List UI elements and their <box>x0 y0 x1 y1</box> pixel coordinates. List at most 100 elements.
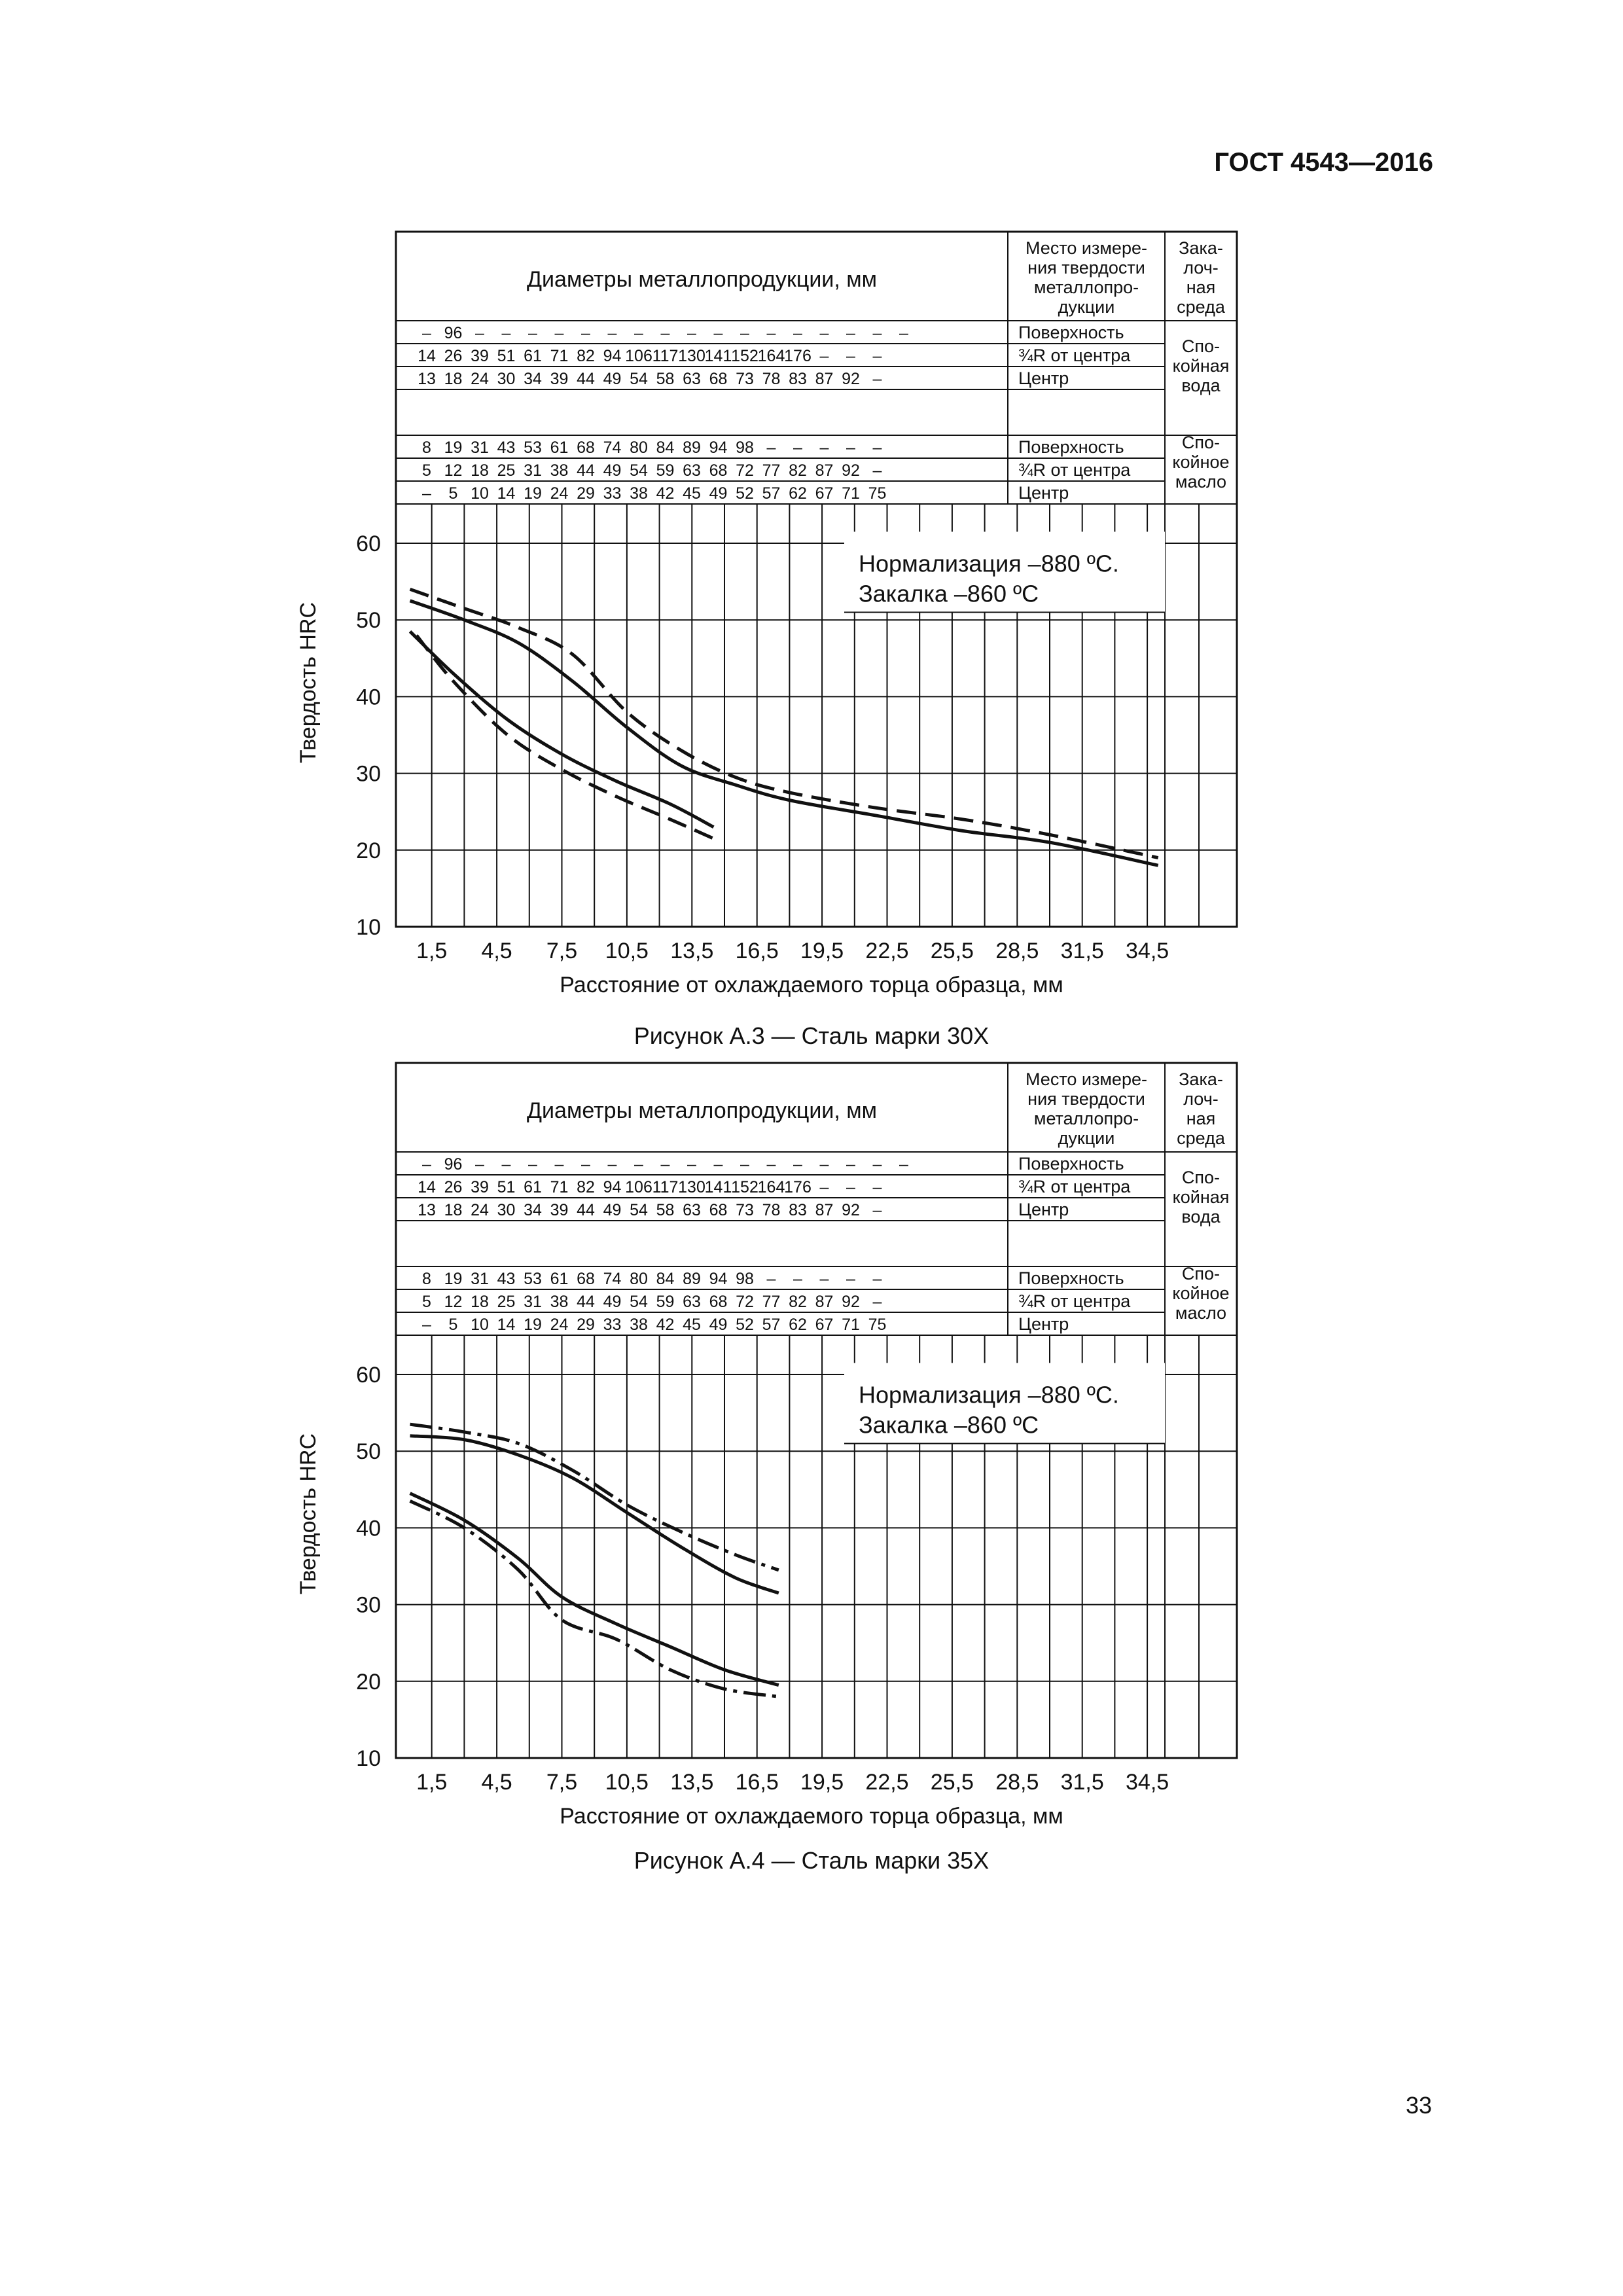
x-tick-label: 31,5 <box>1061 1770 1104 1795</box>
document-code: ГОСТ 4543—2016 <box>1214 148 1433 177</box>
diameter-value: 38 <box>630 484 648 503</box>
figure-a4: Диаметры металлопродукции, мм Место измер… <box>296 1062 1238 1829</box>
diameter-value: 39 <box>471 1178 489 1196</box>
medium-label: Спо- <box>1182 1264 1220 1283</box>
medium-header: Зака- <box>1179 1069 1223 1089</box>
diameter-value: 52 <box>736 1316 754 1334</box>
diameter-value: 31 <box>471 1270 489 1288</box>
diameter-value: 61 <box>524 347 542 365</box>
diameter-value: 63 <box>683 370 701 388</box>
hardness-curve-3 <box>408 630 715 829</box>
diameter-value: 78 <box>762 1201 781 1219</box>
y-axis-label: Твердость HRC <box>296 1433 321 1594</box>
diameter-value: 24 <box>550 484 569 503</box>
diameter-value: – <box>555 324 564 342</box>
diameter-value: 18 <box>471 1293 489 1311</box>
medium-header: лоч- <box>1183 1089 1219 1109</box>
diameter-value: 18 <box>444 370 463 388</box>
diameter-value: – <box>740 1155 749 1174</box>
diameter-value: 89 <box>683 439 701 457</box>
diameter-value: 74 <box>603 439 622 457</box>
diameter-value: 43 <box>497 1270 516 1288</box>
x-tick-label: 4,5 <box>481 939 512 963</box>
diameter-value: 14 <box>497 1316 516 1334</box>
diameter-value: – <box>661 1155 670 1174</box>
x-tick-label: 1,5 <box>416 939 447 963</box>
diameter-value: 8 <box>422 1270 431 1288</box>
medium-header: ная <box>1186 1109 1216 1128</box>
y-tick-label: 20 <box>356 1670 381 1695</box>
diameter-value: 42 <box>656 484 675 503</box>
location-label: Поверхность <box>1018 323 1124 342</box>
diameter-value: 71 <box>550 347 569 365</box>
diameter-value: – <box>581 1155 590 1174</box>
diameter-value: – <box>767 1270 776 1288</box>
diameter-value: – <box>873 370 882 388</box>
diameter-value: 43 <box>497 439 516 457</box>
medium-label: вода <box>1181 1207 1221 1227</box>
x-tick-label: 4,5 <box>481 1770 512 1795</box>
diameter-value: 141 <box>705 347 732 365</box>
diameter-value: 152 <box>731 1178 758 1196</box>
diameter-value: – <box>767 1155 776 1174</box>
diameter-value: 92 <box>842 370 860 388</box>
diameter-value: 68 <box>577 439 595 457</box>
diameter-value: 53 <box>524 1270 542 1288</box>
figure-a4-caption: Рисунок А.4 — Сталь марки 35Х <box>633 1847 990 1874</box>
diameter-value: 63 <box>683 1293 701 1311</box>
x-tick-label: 10,5 <box>605 939 649 963</box>
figure-a3: Диаметры металлопродукции, мм Место измер… <box>296 230 1238 997</box>
medium-label: Спо- <box>1182 1168 1220 1187</box>
x-tick-label: 31,5 <box>1061 939 1104 963</box>
diameter-value: 53 <box>524 439 542 457</box>
medium-label: койная <box>1173 1187 1230 1207</box>
diameter-value: 25 <box>497 461 516 480</box>
diameter-value: – <box>846 347 855 365</box>
diameter-value: 19 <box>444 439 463 457</box>
x-tick-label: 28,5 <box>995 1770 1039 1795</box>
diameter-value: 82 <box>577 347 595 365</box>
diameter-value: 92 <box>842 1293 860 1311</box>
diameter-value: 52 <box>736 484 754 503</box>
x-tick-label: 7,5 <box>546 939 577 963</box>
diameter-value: 45 <box>683 484 701 503</box>
diameters-header: Диаметры металлопродукции, мм <box>527 267 877 292</box>
diameter-value: 87 <box>815 1201 834 1219</box>
diameter-value: 25 <box>497 1293 516 1311</box>
diameter-value: 71 <box>550 1178 569 1196</box>
x-tick-label: 16,5 <box>736 939 779 963</box>
diameter-value: 78 <box>762 370 781 388</box>
diameter-value: – <box>873 347 882 365</box>
location-label: ¾R от центра <box>1018 346 1131 365</box>
diameter-value: – <box>740 324 749 342</box>
diameter-value: 18 <box>471 461 489 480</box>
diameter-value: – <box>873 1270 882 1288</box>
x-tick-label: 7,5 <box>546 1770 577 1795</box>
diameter-value: 5 <box>449 484 458 503</box>
diameter-value: – <box>502 1155 511 1174</box>
diameter-value: 26 <box>444 347 463 365</box>
annotation-text: Нормализация –880 ºC. <box>859 1381 1119 1408</box>
diameter-value: – <box>422 1155 431 1174</box>
diameter-value: 71 <box>842 1316 860 1334</box>
location-label: Центр <box>1018 1200 1069 1219</box>
y-tick-label: 40 <box>356 685 381 709</box>
diameter-value: 31 <box>471 439 489 457</box>
diameter-value: 141 <box>705 1178 732 1196</box>
diameter-value: – <box>873 324 882 342</box>
diameter-value: 13 <box>418 1201 436 1219</box>
diameter-value: 61 <box>550 1270 569 1288</box>
diameter-value: – <box>475 1155 484 1174</box>
diameter-value: 62 <box>789 484 807 503</box>
diameter-value: – <box>555 1155 564 1174</box>
y-tick-label: 20 <box>356 838 381 863</box>
diameter-value: 12 <box>444 1293 463 1311</box>
diameter-value: 92 <box>842 461 860 480</box>
y-tick-label: 10 <box>356 915 381 940</box>
diameter-value: 130 <box>678 347 705 365</box>
diameter-value: – <box>873 1201 882 1219</box>
diameter-value: 24 <box>471 370 489 388</box>
diameter-value: 75 <box>868 1316 887 1334</box>
x-tick-label: 22,5 <box>865 1770 908 1795</box>
diameter-value: 31 <box>524 461 542 480</box>
